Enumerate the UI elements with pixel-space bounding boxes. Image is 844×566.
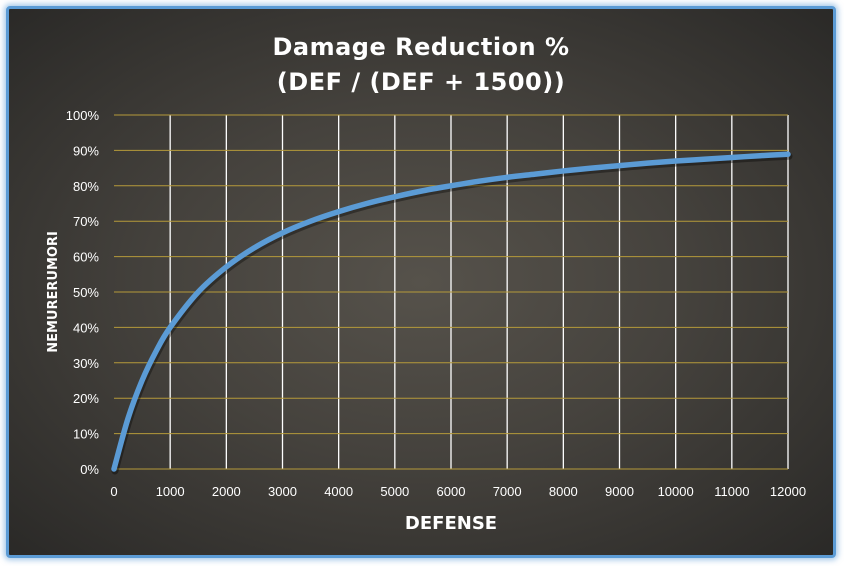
y-tick-label: 10% [73,427,99,442]
y-axis-title: NEMURERUMORI [46,231,61,353]
x-tick-label: 6000 [437,484,466,499]
x-tick-label: 4000 [324,484,353,499]
y-tick-label: 70% [73,214,99,229]
chart-subtitle: (DEF / (DEF + 1500)) [276,68,566,96]
y-tick-label: 50% [73,285,99,300]
x-axis-title: DEFENSE [405,513,497,534]
x-tick-label: 1000 [156,484,185,499]
series-line [111,151,791,472]
y-tick-label: 90% [73,143,99,158]
x-tick-labels: 0 1000 2000 3000 4000 5000 6000 7000 8000 9000 100… [110,484,806,499]
x-tick-label: 2000 [212,484,241,499]
x-tick-label: 11000 [714,484,749,499]
y-tick-label: 40% [73,320,99,335]
y-tick-label: 20% [73,391,99,406]
chart-title: Damage Reduction % [272,33,570,61]
y-tick-label: 60% [73,250,99,265]
x-tick-label: 5000 [380,484,409,499]
series-line-shadow [111,152,793,475]
x-tick-label: 0 [110,484,117,499]
y-tick-labels: 0% 10% 20% 30% 40% 50% 60% 70% 80% 90% 100% [66,108,100,477]
y-tick-label: 0% [80,462,99,477]
x-tick-label: 9000 [605,484,634,499]
x-tick-label: 8000 [549,484,578,499]
x-tick-label: 7000 [493,484,522,499]
y-tick-label: 80% [73,179,99,194]
x-tick-label: 10000 [658,484,694,499]
x-tick-label: 3000 [268,484,297,499]
series-group [111,151,793,475]
chart-frame: Damage Reduction % (DEF / (DEF + 1500)) … [6,6,836,558]
chart-plot: 0 1000 2000 3000 4000 5000 6000 7000 8000 9000 100… [46,108,806,534]
y-tick-label: 30% [73,356,99,371]
x-tick-label: 12000 [770,484,806,499]
horizontal-gridlines [114,114,788,470]
y-tick-label: 100% [66,108,100,123]
